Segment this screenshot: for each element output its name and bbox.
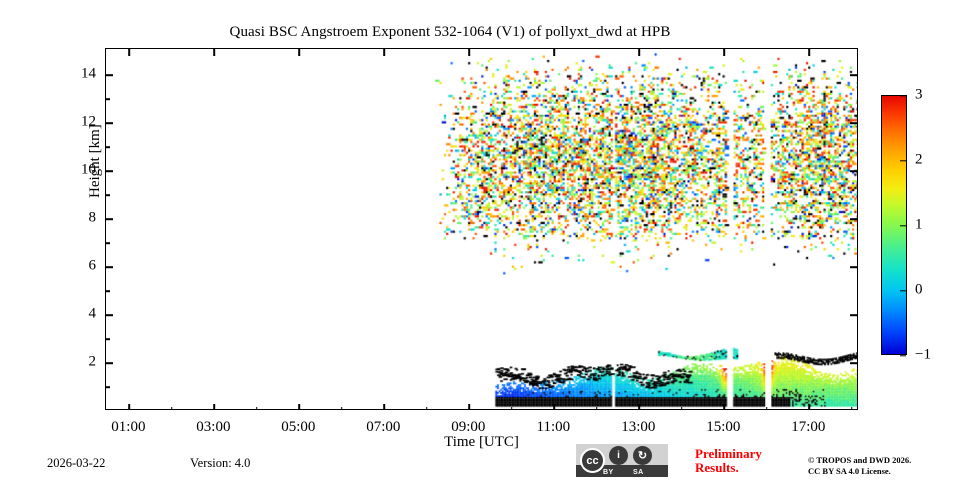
x-tick-mark <box>128 404 131 409</box>
y-tick-mark <box>106 74 113 77</box>
x-tick-mark <box>553 404 556 409</box>
badge-label-sa: SA <box>633 469 644 476</box>
x-tick-minor <box>511 407 513 409</box>
x-tick-label: 01:00 <box>111 419 146 435</box>
x-tick-minor <box>341 407 343 409</box>
x-tick-mark-top <box>468 49 471 56</box>
y-tick-mark <box>850 170 857 173</box>
y-tick-label: 4 <box>88 305 97 322</box>
x-tick-mark <box>638 404 641 409</box>
preliminary-notice: Preliminary Results. <box>695 447 790 475</box>
x-tick-label: 11:00 <box>536 419 571 435</box>
y-tick-mark <box>106 170 113 173</box>
x-tick-mark <box>468 404 471 409</box>
colorbar-tick-label: −1 <box>915 346 931 363</box>
x-tick-mark-top <box>383 49 386 56</box>
x-tick-mark-top <box>553 49 556 56</box>
y-tick-mark <box>850 266 857 268</box>
x-tick-label: 15:00 <box>706 419 741 435</box>
y-tick-mark <box>850 218 857 220</box>
x-tick-mark-top <box>298 49 301 56</box>
y-tick-mark <box>850 314 857 316</box>
colorbar-tick-label: 1 <box>915 216 923 233</box>
x-tick-label: 09:00 <box>451 419 486 435</box>
share-alike-icon: ↻ <box>633 446 652 465</box>
page-title: Quasi BSC Angstroem Exponent 532-1064 (V… <box>229 24 671 40</box>
x-tick-mark <box>213 404 216 409</box>
x-tick-mark-top <box>638 49 641 56</box>
colorbar-tick-label: 2 <box>915 151 923 168</box>
colorbar-tick-mark <box>900 290 906 292</box>
y-tick-minor <box>106 338 110 340</box>
y-tick-minor <box>106 242 110 244</box>
x-tick-mark <box>383 404 386 409</box>
cc-license-badge[interactable]: cc i ↻ BY SA <box>576 444 668 477</box>
y-tick-mark <box>106 362 113 364</box>
x-tick-label: 05:00 <box>281 419 316 435</box>
x-tick-minor <box>596 407 598 409</box>
x-tick-mark <box>808 404 811 409</box>
y-tick-mark <box>106 218 113 220</box>
x-tick-minor <box>765 407 768 409</box>
x-tick-label: 17:00 <box>791 419 826 435</box>
x-tick-label: 07:00 <box>366 419 401 435</box>
footer-date: 2026-03-22 <box>47 456 106 470</box>
x-tick-mark <box>298 404 301 409</box>
x-tick-minor <box>681 407 683 409</box>
y-tick-label: 10 <box>81 161 96 178</box>
y-tick-label: 14 <box>81 65 96 82</box>
attribution-icon: i <box>609 446 628 465</box>
heatmap-canvas <box>106 49 857 409</box>
y-tick-mark <box>106 122 113 125</box>
y-tick-label: 12 <box>81 113 96 130</box>
footer-version: Version: 4.0 <box>190 456 251 470</box>
y-tick-minor <box>106 146 110 149</box>
plot-area[interactable] <box>105 48 858 410</box>
y-axis-label: Height [km] <box>87 124 103 198</box>
y-tick-minor <box>106 194 110 197</box>
preliminary-line-2: Results. <box>695 460 739 475</box>
x-tick-minor <box>426 407 428 409</box>
x-tick-label: 03:00 <box>196 419 231 435</box>
y-tick-label: 8 <box>88 209 97 226</box>
preliminary-line-1: Preliminary <box>695 446 762 461</box>
y-tick-mark <box>850 362 857 364</box>
badge-label-by: BY <box>603 469 614 476</box>
y-tick-mark <box>850 122 857 125</box>
y-tick-label: 2 <box>88 353 97 370</box>
y-tick-minor <box>106 290 110 292</box>
x-tick-mark-top <box>128 49 131 56</box>
copyright-line-2: CC BY SA 4.0 License. <box>808 466 891 476</box>
x-tick-minor <box>256 407 258 409</box>
y-tick-minor <box>106 98 110 101</box>
colorbar-tick-mark <box>900 355 906 357</box>
colorbar-tick-mark <box>900 225 906 227</box>
y-tick-mark <box>106 266 113 268</box>
cc-icon: cc <box>580 448 605 473</box>
x-tick-mark-top <box>723 49 726 56</box>
copyright-line-1: © TROPOS and DWD 2026. <box>808 455 912 465</box>
colorbar-tick-label: 0 <box>915 281 923 298</box>
y-tick-mark <box>850 74 857 77</box>
x-tick-minor <box>171 407 173 409</box>
x-axis-label: Time [UTC] <box>444 434 519 450</box>
y-tick-label: 6 <box>88 257 97 274</box>
copyright-notice: © TROPOS and DWD 2026. CC BY SA 4.0 Lice… <box>808 455 911 477</box>
colorbar-tick-mark <box>900 160 906 162</box>
x-tick-label: 13:00 <box>621 419 656 435</box>
x-tick-minor <box>850 407 853 409</box>
x-tick-mark-top <box>213 49 216 56</box>
colorbar[interactable] <box>881 95 907 357</box>
y-tick-minor <box>106 386 110 388</box>
colorbar-tick-mark <box>900 95 906 97</box>
colorbar-tick-label: 3 <box>915 86 923 103</box>
x-tick-mark <box>723 404 726 409</box>
y-tick-mark <box>106 314 113 316</box>
x-tick-mark-top <box>808 49 811 56</box>
